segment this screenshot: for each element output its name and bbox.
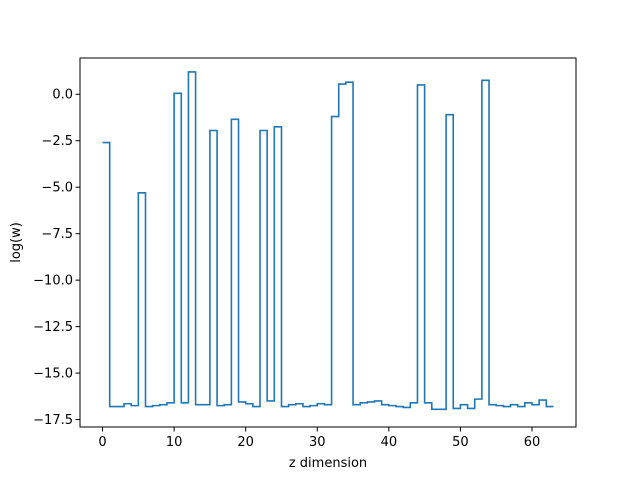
x-tick-label: 0 [98, 435, 106, 450]
x-axis-ticks: 0 10 20 30 40 50 60 [98, 427, 540, 450]
y-tick-label: −12.5 [33, 320, 73, 335]
y-tick-label: −5.0 [41, 181, 73, 196]
x-tick-label: 20 [237, 435, 254, 450]
x-tick-label: 10 [166, 435, 183, 450]
x-tick-label: 50 [452, 435, 469, 450]
y-tick-label: −2.5 [41, 134, 73, 149]
x-tick-label: 40 [381, 435, 398, 450]
series-layer [102, 71, 554, 411]
x-axis-label: z dimension [289, 456, 367, 471]
y-tick-label: −15.0 [33, 367, 73, 382]
plot-frame [79, 57, 577, 428]
y-tick-label: −10.0 [33, 274, 73, 289]
series-line [102, 71, 554, 411]
plot-area-background [80, 58, 576, 427]
y-tick-label: 0.0 [52, 88, 73, 103]
x-tick-label: 60 [524, 435, 541, 450]
x-tick-label: 30 [309, 435, 326, 450]
y-axis-ticks: −17.5 −15.0 −12.5 −10.0 −7.5 −5.0 −2.5 0.0 [33, 88, 80, 428]
y-tick-label: −17.5 [33, 413, 73, 428]
y-axis-label: log(w) [9, 222, 24, 263]
y-tick-label: −7.5 [41, 227, 73, 242]
